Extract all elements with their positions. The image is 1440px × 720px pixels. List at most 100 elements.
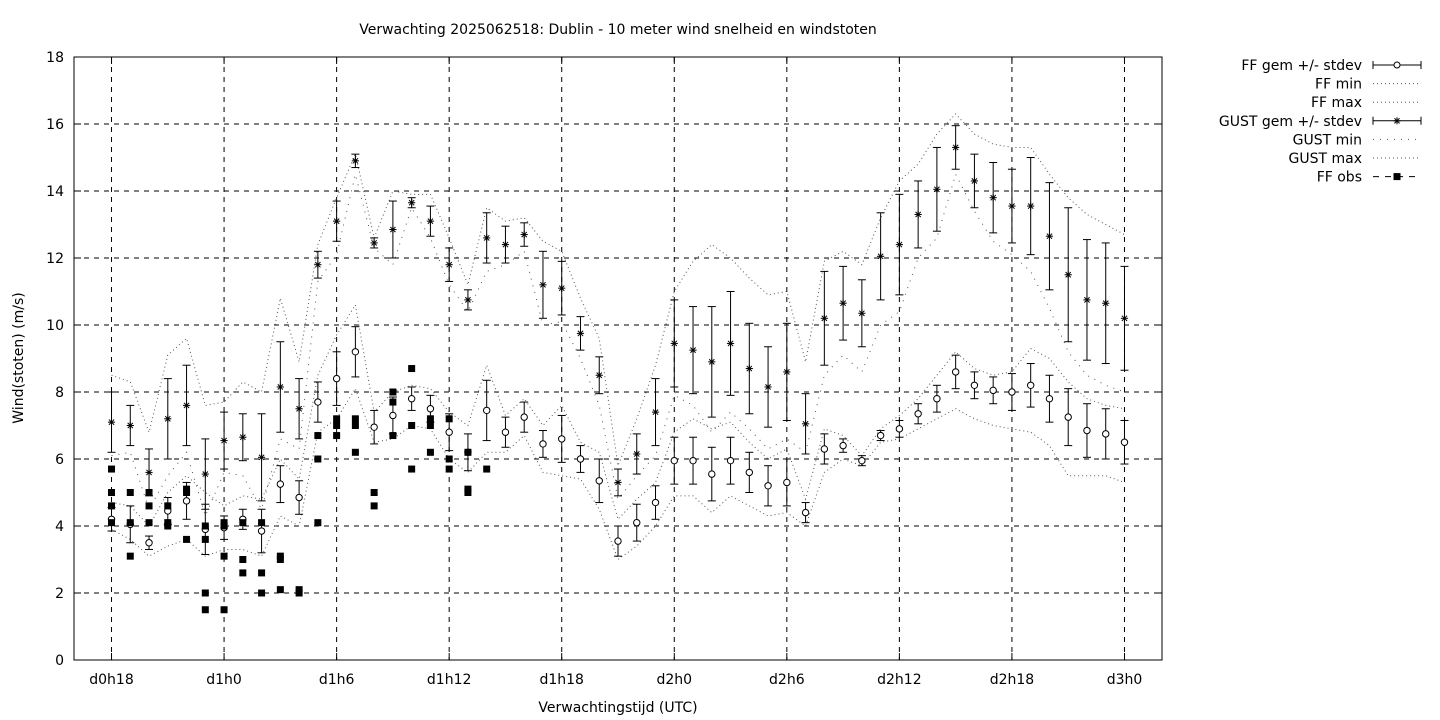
ff-obs-point	[445, 415, 453, 423]
ff-obs-point	[258, 569, 266, 577]
ff-obs-point	[258, 519, 266, 527]
ff-obs-point	[239, 569, 247, 577]
ff-obs-point	[333, 415, 341, 423]
ff-gem-stdev-point	[520, 413, 528, 421]
ff-obs-point	[183, 489, 191, 496]
ff-gem-stdev-point	[876, 431, 885, 440]
ff-obs-point	[314, 519, 322, 527]
y-axis-label: Wind(stoten) (m/s)	[11, 292, 27, 423]
ff-gem-stdev-point	[501, 428, 510, 436]
ff-obs-point	[108, 489, 116, 496]
legend-swatch-ff-obs-marker	[1393, 173, 1401, 181]
gust-gem-stdev-point	[933, 185, 941, 193]
y-tick-label: 10	[46, 318, 64, 334]
ff-obs-point	[145, 502, 153, 510]
legend-label: FF min	[1315, 77, 1362, 93]
gust-gem-stdev-point	[726, 339, 735, 348]
ff-obs-point	[145, 489, 153, 496]
axes: 0 2 4 6 8 10 12 14 16 18 d0h18 d1h0 d1h6 d1h12 d1h18 d2…	[46, 50, 1162, 688]
ff-gem-stdev-point	[801, 508, 810, 517]
legend-label: GUST max	[1289, 151, 1363, 167]
x-tick-label: d1h18	[539, 672, 583, 688]
ff-gem-stdev-point	[689, 456, 697, 465]
gust-gem-stdev-point	[370, 239, 378, 247]
ff-gem-stdev-point	[726, 456, 735, 465]
ff-gem-stdev-point	[783, 478, 791, 487]
gust-gem-stdev-point	[970, 177, 979, 185]
x-tick-label: d0h18	[89, 672, 133, 688]
ff-gem-stdev-point	[651, 498, 660, 507]
gust-gem-stdev-point	[1027, 202, 1035, 210]
gust-gem-stdev-point	[1120, 314, 1129, 322]
gust-gem-stdev-point	[464, 296, 472, 304]
gust-gem-stdev-point	[1102, 299, 1110, 307]
ff-obs-point	[276, 586, 284, 594]
gust-gem-stdev-point	[801, 420, 810, 428]
ff-obs-point	[201, 522, 209, 530]
series-line-ff-min	[111, 387, 1125, 561]
gust-gem-stdev-point	[257, 453, 266, 461]
plot-frame	[73, 56, 1163, 661]
gust-gem-stdev-point	[389, 225, 397, 234]
ff-obs-point	[220, 606, 228, 614]
gust-gem-stdev-point	[483, 234, 491, 242]
ff-obs-point	[464, 489, 472, 496]
gust-gem-stdev-point	[858, 309, 866, 317]
ff-gem-stdev-point	[1120, 438, 1129, 446]
gust-gem-stdev-point	[820, 314, 828, 322]
gust-gem-stdev-point	[745, 364, 753, 373]
series-layer	[107, 113, 1129, 614]
y-tick-label: 2	[55, 586, 64, 602]
ff-gem-stdev-point	[1045, 395, 1054, 403]
chart-title: Verwachting 2025062518: Dublin - 10 mete…	[359, 22, 877, 38]
ff-obs-point	[408, 465, 416, 473]
gust-gem-stdev-point	[520, 230, 528, 239]
ff-obs-point	[408, 365, 416, 373]
x-tick-label: d2h0	[656, 672, 692, 688]
ff-gem-stdev-point	[989, 386, 997, 395]
ff-gem-stdev-point	[276, 480, 285, 488]
ff-gem-stdev-point	[145, 539, 153, 547]
ff-gem-stdev-point	[1102, 430, 1110, 438]
ff-obs-point	[426, 415, 434, 423]
gust-gem-stdev-point	[914, 210, 922, 219]
ff-gem-stdev-point	[764, 482, 772, 490]
ff-gem-stdev-point	[482, 406, 491, 415]
gust-gem-stdev-point	[989, 194, 997, 202]
gust-gem-stdev-point	[126, 421, 134, 430]
ff-obs-point	[201, 589, 209, 597]
x-tick-label: d1h0	[206, 672, 242, 688]
gust-gem-stdev-point	[576, 329, 585, 337]
legend-label: GUST min	[1293, 132, 1362, 148]
ff-gem-stdev-point	[708, 470, 716, 478]
legend-label: FF obs	[1317, 170, 1362, 186]
gust-gem-stdev-point	[633, 450, 641, 458]
ff-obs-point	[333, 422, 341, 429]
ff-obs-point	[483, 465, 491, 473]
gust-gem-stdev-point	[408, 199, 416, 207]
ff-gem-stdev-point	[351, 348, 360, 356]
gust-gem-stdev-point	[351, 157, 359, 165]
gust-gem-stdev-point	[539, 281, 547, 289]
legend-label: FF gem +/- stdev	[1241, 58, 1362, 74]
gust-gem-stdev-point	[1045, 232, 1054, 240]
ff-obs-point	[201, 535, 209, 543]
ff-gem-stdev-point	[332, 374, 341, 383]
legend-label: GUST gem +/- stdev	[1219, 114, 1362, 130]
gust-gem-stdev-point	[877, 252, 885, 260]
ff-gem-stdev-point	[445, 428, 453, 436]
series-line-gust-max	[111, 113, 1125, 468]
gust-gem-stdev-point	[333, 217, 341, 225]
ff-obs-point	[333, 432, 341, 440]
y-tick-label: 8	[55, 385, 64, 401]
y-tick-label: 12	[46, 251, 64, 267]
gust-gem-stdev-point	[501, 241, 510, 249]
ff-obs-point	[239, 556, 247, 563]
gust-gem-stdev-point	[276, 383, 284, 391]
ff-obs-point	[408, 422, 416, 429]
ff-gem-stdev-point	[1008, 388, 1016, 396]
ff-obs-point	[370, 489, 378, 496]
ff-gem-stdev-point	[558, 435, 566, 443]
ff-obs-point	[314, 432, 322, 440]
